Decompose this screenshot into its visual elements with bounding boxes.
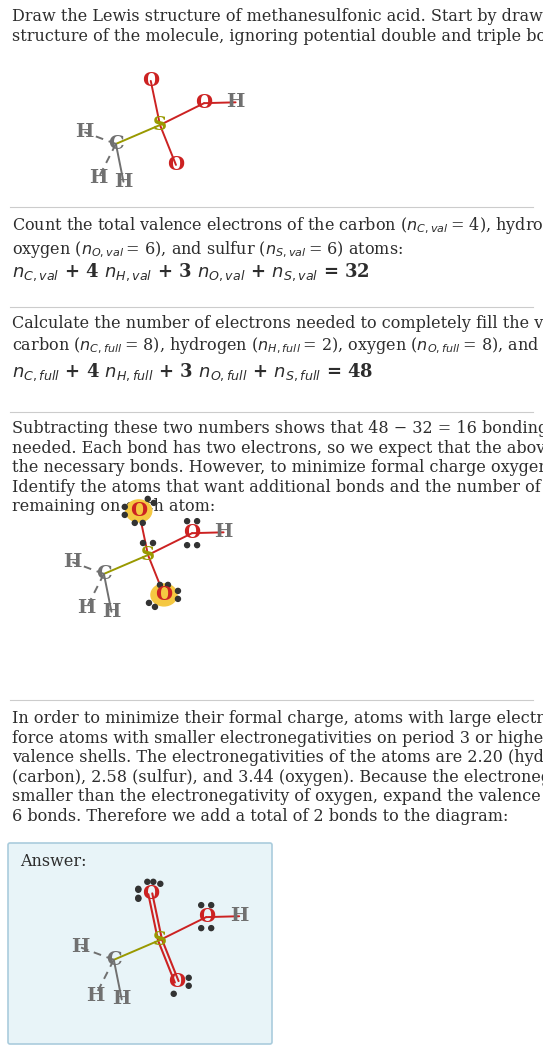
Text: $\mathit{n}_{C,full}$ + 4 $\mathit{n}_{H,full}$ + 3 $\mathit{n}_{O,full}$ + $\ma: $\mathit{n}_{C,full}$ + 4 $\mathit{n}_{H… — [12, 361, 374, 383]
Text: H: H — [112, 990, 131, 1008]
Circle shape — [136, 896, 141, 901]
Circle shape — [194, 518, 200, 523]
Text: Draw the Lewis structure of methanesulfonic acid. Start by drawing the overall
s: Draw the Lewis structure of methanesulfo… — [12, 8, 543, 45]
Text: H: H — [230, 907, 248, 925]
Text: H: H — [72, 939, 90, 957]
Circle shape — [199, 902, 204, 907]
Circle shape — [185, 518, 190, 523]
Circle shape — [132, 520, 137, 526]
Text: O: O — [142, 72, 159, 90]
Text: H: H — [63, 553, 81, 571]
Text: S: S — [153, 116, 167, 134]
Text: H: H — [77, 599, 96, 618]
Text: Calculate the number of electrons needed to completely fill the valence shells f: Calculate the number of electrons needed… — [12, 315, 543, 356]
Circle shape — [151, 500, 156, 506]
Text: H: H — [214, 523, 233, 541]
Text: O: O — [168, 972, 185, 991]
Circle shape — [145, 879, 150, 884]
Text: O: O — [142, 884, 159, 903]
Text: C: C — [106, 950, 122, 969]
Circle shape — [186, 983, 191, 988]
Text: Subtracting these two numbers shows that 48 − 32 = 16 bonding electrons are
need: Subtracting these two numbers shows that… — [12, 420, 543, 515]
Circle shape — [171, 991, 176, 997]
Circle shape — [140, 520, 146, 526]
Circle shape — [166, 582, 171, 587]
Text: S: S — [141, 545, 155, 564]
Circle shape — [194, 542, 200, 548]
Circle shape — [158, 881, 163, 886]
Circle shape — [186, 976, 191, 981]
Text: H: H — [114, 173, 132, 191]
Circle shape — [209, 925, 214, 930]
Text: H: H — [226, 93, 245, 111]
Circle shape — [150, 540, 155, 545]
Text: O: O — [198, 908, 215, 926]
Text: O: O — [130, 501, 147, 520]
Circle shape — [136, 895, 141, 900]
Circle shape — [147, 600, 151, 605]
Text: In order to minimize their formal charge, atoms with large electronegativities c: In order to minimize their formal charge… — [12, 710, 543, 825]
Circle shape — [199, 925, 204, 930]
Circle shape — [136, 887, 141, 893]
Circle shape — [209, 902, 214, 907]
Text: H: H — [89, 169, 108, 188]
Circle shape — [122, 512, 127, 517]
FancyBboxPatch shape — [8, 843, 272, 1044]
Text: H: H — [86, 987, 104, 1005]
Circle shape — [141, 540, 146, 545]
Circle shape — [175, 588, 180, 594]
Text: O: O — [184, 524, 201, 542]
Ellipse shape — [151, 584, 177, 606]
Text: $\mathit{n}_{C,val}$ + 4 $\mathit{n}_{H,val}$ + 3 $\mathit{n}_{O,val}$ + $\mathi: $\mathit{n}_{C,val}$ + 4 $\mathit{n}_{H,… — [12, 261, 370, 282]
Text: C: C — [108, 135, 124, 153]
Circle shape — [146, 496, 150, 501]
Circle shape — [153, 604, 157, 609]
Text: O: O — [195, 94, 213, 112]
Circle shape — [136, 886, 141, 892]
Circle shape — [122, 505, 127, 510]
Text: O: O — [167, 156, 185, 174]
Text: S: S — [153, 932, 167, 949]
Text: Count the total valence electrons of the carbon ($n_{C,val}$ = 4), hydrogen ($n_: Count the total valence electrons of the… — [12, 215, 543, 260]
Text: O: O — [155, 586, 173, 604]
Text: H: H — [102, 603, 121, 621]
Circle shape — [175, 597, 180, 601]
Circle shape — [151, 879, 156, 884]
Circle shape — [185, 542, 190, 548]
Ellipse shape — [126, 500, 151, 522]
Circle shape — [157, 582, 162, 587]
Text: H: H — [75, 123, 93, 142]
Text: Answer:: Answer: — [20, 853, 86, 870]
Text: C: C — [96, 565, 112, 583]
